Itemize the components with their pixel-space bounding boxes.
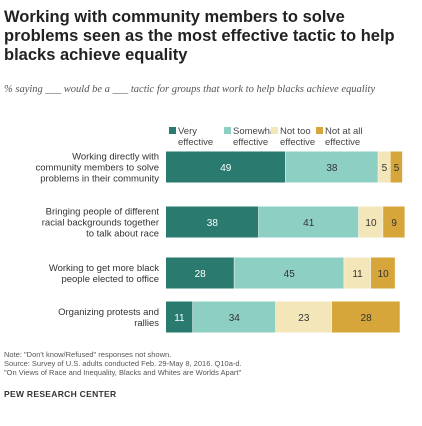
chart-notes: Note: "Don't know/Refused" responses not… xyxy=(4,350,420,377)
bar-segment xyxy=(275,301,332,333)
bar-segment xyxy=(166,206,259,238)
legend-label: effective xyxy=(280,137,315,148)
data-label: 11 xyxy=(174,313,185,324)
legend-label: Not too xyxy=(280,126,311,137)
data-label: 5 xyxy=(382,163,388,174)
category-label: problems in their community xyxy=(40,174,159,185)
data-label: 49 xyxy=(220,163,232,174)
bar-segment xyxy=(383,206,405,238)
brand-logo-text: PEW RESEARCH CENTER xyxy=(4,389,117,399)
category-label: Bringing people of different xyxy=(46,207,160,218)
legend-label: Somewhat xyxy=(233,126,278,137)
report-line: "On Views of Race and Inequality, Blacks… xyxy=(4,368,242,377)
bar-segment xyxy=(166,257,234,289)
legend-label: effective xyxy=(233,137,268,148)
legend-label: Very xyxy=(178,126,197,137)
data-label: 28 xyxy=(195,269,207,280)
data-label: 28 xyxy=(361,313,373,324)
bar-segment xyxy=(166,301,193,333)
data-label: 38 xyxy=(326,163,338,174)
bar-segment xyxy=(234,257,344,289)
category-label: rallies xyxy=(134,318,159,329)
bar-segment xyxy=(390,151,403,183)
legend-swatch xyxy=(316,127,323,134)
data-label: 5 xyxy=(394,163,400,174)
legend-label: effective xyxy=(325,137,360,148)
data-label: 10 xyxy=(378,269,390,280)
legend-swatch xyxy=(224,127,231,134)
note-line: Note: "Don't know/Refused" responses not… xyxy=(4,350,172,359)
bar-segment xyxy=(344,257,371,289)
category-label: community members to solve xyxy=(35,163,159,174)
data-label: 23 xyxy=(298,313,310,324)
category-label: Working to get more black xyxy=(49,263,159,274)
chart-subtitle: % saying ___ would be a ___ tactic for g… xyxy=(4,84,376,95)
source-line: Source: Survey of U.S. adults conducted … xyxy=(4,359,242,368)
category-label: racial backgrounds together xyxy=(42,218,159,229)
bar-segment xyxy=(331,301,400,333)
data-label: 9 xyxy=(391,218,397,229)
bar-segment xyxy=(285,151,378,183)
category-label: Working directly with xyxy=(72,152,159,163)
legend-swatch xyxy=(271,127,278,134)
data-label: 10 xyxy=(365,218,377,229)
bar-segment xyxy=(166,151,286,183)
legend-label: effective xyxy=(178,137,213,148)
legend-swatch xyxy=(169,127,176,134)
bar-segment xyxy=(258,206,359,238)
bar-segment xyxy=(370,257,395,289)
bar-segment xyxy=(192,301,276,333)
data-label: 11 xyxy=(352,269,363,280)
legend-label: Not at all xyxy=(325,126,363,137)
category-label: people elected to office xyxy=(61,274,159,285)
data-label: 41 xyxy=(303,218,315,229)
bar-segment xyxy=(358,206,383,238)
chart-title: Working with community members to solve … xyxy=(4,8,395,64)
data-label: 45 xyxy=(284,269,296,280)
category-label: Organizing protests and xyxy=(58,307,159,318)
data-label: 38 xyxy=(207,218,219,229)
bar-segment xyxy=(378,151,390,183)
data-label: 34 xyxy=(229,313,241,324)
category-label: to talk about race xyxy=(86,229,159,240)
